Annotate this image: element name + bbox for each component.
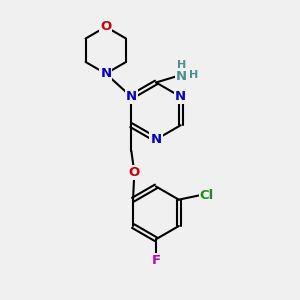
Text: N: N [175, 90, 186, 103]
Text: N: N [126, 90, 137, 103]
Text: F: F [152, 254, 160, 267]
Text: H: H [189, 70, 199, 80]
Text: N: N [100, 67, 111, 80]
Text: O: O [129, 166, 140, 179]
Text: O: O [100, 20, 111, 33]
Text: Cl: Cl [200, 189, 214, 202]
Text: N: N [176, 70, 187, 83]
Text: N: N [150, 133, 162, 146]
Text: H: H [176, 60, 186, 70]
